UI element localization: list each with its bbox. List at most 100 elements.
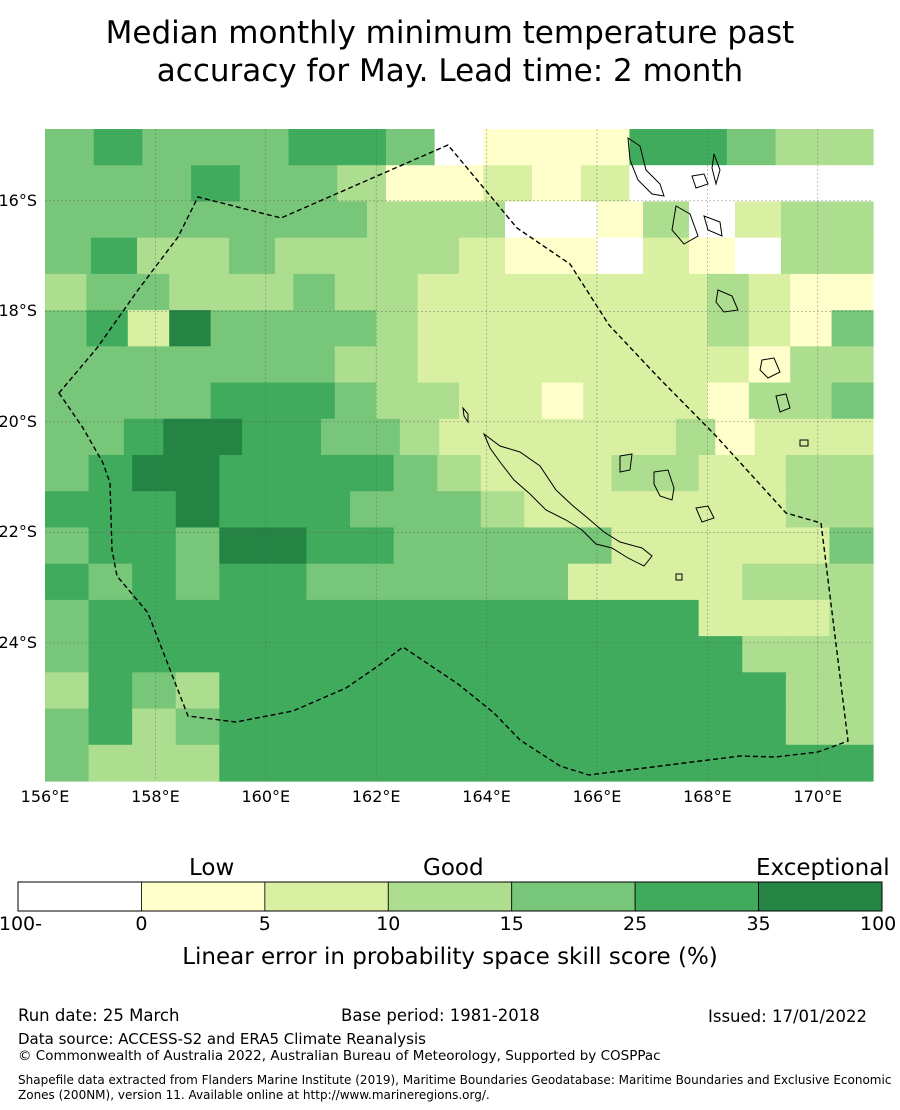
island-outline <box>711 153 721 186</box>
colorbar-tick-label: -100 <box>0 913 42 935</box>
grid-cell <box>698 563 743 601</box>
grid-cell <box>84 418 125 456</box>
grid-cell <box>306 527 351 565</box>
grid-cell <box>785 563 831 601</box>
grid-cell <box>262 491 308 529</box>
new-caledonia-outline <box>482 432 653 567</box>
title-line-1: Median monthly minimum temperature past <box>105 15 795 51</box>
grid-cell <box>45 636 90 673</box>
grid-cell <box>437 636 482 673</box>
grid-cell <box>385 165 436 203</box>
grid-cell <box>367 201 414 239</box>
grid-cell <box>742 636 787 673</box>
grid-cell <box>831 346 874 384</box>
grid-cell <box>707 310 750 347</box>
grid-cell <box>524 599 569 637</box>
grid-cell <box>229 237 276 275</box>
colorbar-segment <box>511 881 636 912</box>
grid-cell <box>132 527 177 565</box>
grid-cell <box>191 165 241 203</box>
colorbar-label: Linear error in probability space skill … <box>182 944 718 970</box>
grid-cell <box>262 599 308 637</box>
grid-cell <box>629 129 679 166</box>
grid-cell <box>785 708 831 746</box>
colorbar-tick-label: 15 <box>499 913 524 935</box>
grid-cell <box>785 527 831 565</box>
colorbar-segment <box>387 881 513 912</box>
grid-cell <box>262 672 308 710</box>
grid-cell <box>175 636 220 673</box>
grid-cell <box>306 744 351 782</box>
grid-cell <box>698 744 743 782</box>
grid-cell <box>459 382 501 420</box>
grid-cell <box>829 599 874 637</box>
grid-cell <box>219 599 264 637</box>
colorbar-tick-label: 100 <box>860 913 897 935</box>
island-outline <box>703 215 723 237</box>
grid-cell <box>829 636 874 673</box>
island-outline <box>462 406 469 424</box>
grid-cell <box>385 129 436 166</box>
grid-cell <box>262 636 308 673</box>
grid-cell <box>715 418 756 456</box>
grid-cell <box>790 346 833 384</box>
grid-cell <box>252 310 294 347</box>
grid-cell <box>175 744 220 782</box>
grid-cell <box>829 455 874 492</box>
grid-cell <box>524 636 569 673</box>
grid-cell <box>350 672 395 710</box>
grid-cell <box>643 201 690 239</box>
grid-cell <box>393 527 438 565</box>
grid-cell <box>393 744 438 782</box>
grid-cell <box>597 418 638 456</box>
grid-cell <box>785 455 831 492</box>
grid-cell <box>169 310 212 347</box>
grid-cell <box>350 455 395 492</box>
grid-cell <box>210 310 253 347</box>
grid-cell <box>698 455 743 492</box>
grid-cell <box>597 201 644 239</box>
grid-cell <box>459 310 501 347</box>
grid-cell <box>262 455 308 492</box>
grid-cell <box>350 708 395 746</box>
longitude-tick-label: 158°E <box>131 787 180 806</box>
grid-cell <box>655 563 700 601</box>
grid-cell <box>480 455 525 492</box>
grid-cell <box>288 165 338 203</box>
grid-cell <box>91 201 138 239</box>
grid-cell <box>132 599 177 637</box>
grid-cell <box>580 129 631 166</box>
grid-cell <box>175 491 220 529</box>
grid-cell <box>350 491 395 529</box>
grid-cell <box>541 273 584 311</box>
colorbar-frame <box>17 881 883 912</box>
grid-cell <box>86 310 129 347</box>
grid-cell <box>45 237 92 275</box>
grid-cell <box>824 165 874 203</box>
grid-cell <box>183 201 230 239</box>
longitude-tick-label: 162°E <box>351 787 401 806</box>
grid-cell <box>219 455 264 492</box>
grid-cell <box>306 563 351 601</box>
grid-cell <box>127 273 170 311</box>
grid-cell <box>142 129 192 166</box>
grid-cell <box>337 129 387 166</box>
grid-cell <box>293 382 336 420</box>
grid-cell <box>93 165 144 203</box>
grid-cell <box>541 310 584 347</box>
grid-cell <box>829 672 874 710</box>
latitude-tick-label: 20°S <box>0 411 37 431</box>
grid-cell <box>505 201 552 239</box>
grid-cell <box>306 708 351 746</box>
grid-cell <box>829 563 874 601</box>
colorbar <box>17 881 883 912</box>
grid-cell <box>45 672 90 710</box>
grid-cell <box>742 563 787 601</box>
grid-cell <box>742 491 787 529</box>
grid-cell <box>675 418 716 456</box>
grid-cell <box>45 491 90 529</box>
grid-cell <box>557 418 598 456</box>
grid-cell <box>175 672 220 710</box>
grid-cell <box>518 418 559 456</box>
longitude-tick-label: 168°E <box>683 787 732 806</box>
